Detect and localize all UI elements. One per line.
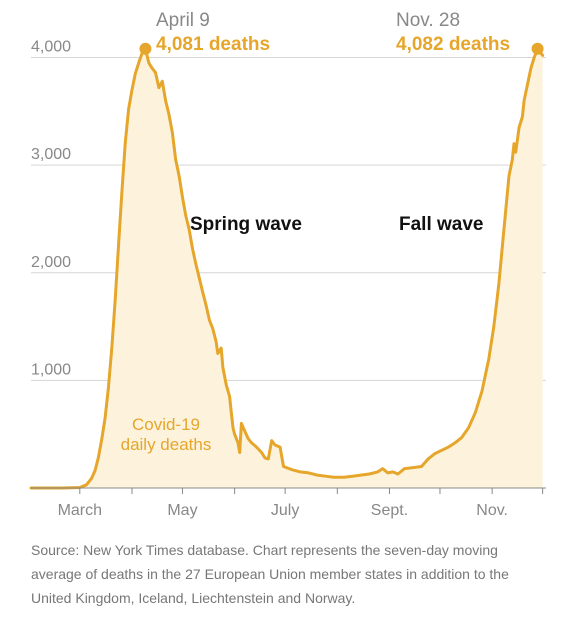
x-tick-label: July (271, 502, 299, 519)
fall-wave-label: Fall wave (399, 214, 484, 235)
april-peak-date-label: April 9 (156, 10, 210, 31)
x-tick-label: Nov. (476, 502, 508, 519)
series-label-line-1: Covid-19 (132, 415, 200, 434)
y-tick-label: 3,000 (31, 146, 71, 163)
source-note: Source: New York Times database. Chart r… (31, 542, 509, 606)
x-tick-label: May (167, 502, 197, 519)
deaths-area-fill (31, 48, 543, 488)
spring-wave-label: Spring wave (190, 214, 302, 235)
x-axis-ticks: March May July Sept. Nov. (58, 488, 544, 519)
x-tick-label: March (58, 502, 102, 519)
y-tick-label: 1,000 (31, 361, 71, 378)
deaths-series-line (29, 47, 545, 490)
y-tick-label: 2,000 (31, 254, 71, 271)
april-peak-marker (139, 42, 152, 55)
november-peak-date-label: Nov. 28 (396, 10, 460, 31)
april-peak-value-label: 4,081 deaths (156, 34, 270, 55)
series-label-line-2: daily deaths (121, 435, 212, 454)
covid-deaths-chart: 1,000 2,000 3,000 4,000 March May July Sept. No… (29, 10, 546, 519)
x-tick-label: Sept. (371, 502, 408, 519)
y-axis-tick-labels: 1,000 2,000 3,000 4,000 (31, 39, 71, 379)
y-tick-label: 4,000 (31, 39, 71, 56)
november-peak-marker (531, 42, 544, 55)
november-peak-value-label: 4,082 deaths (396, 34, 510, 55)
